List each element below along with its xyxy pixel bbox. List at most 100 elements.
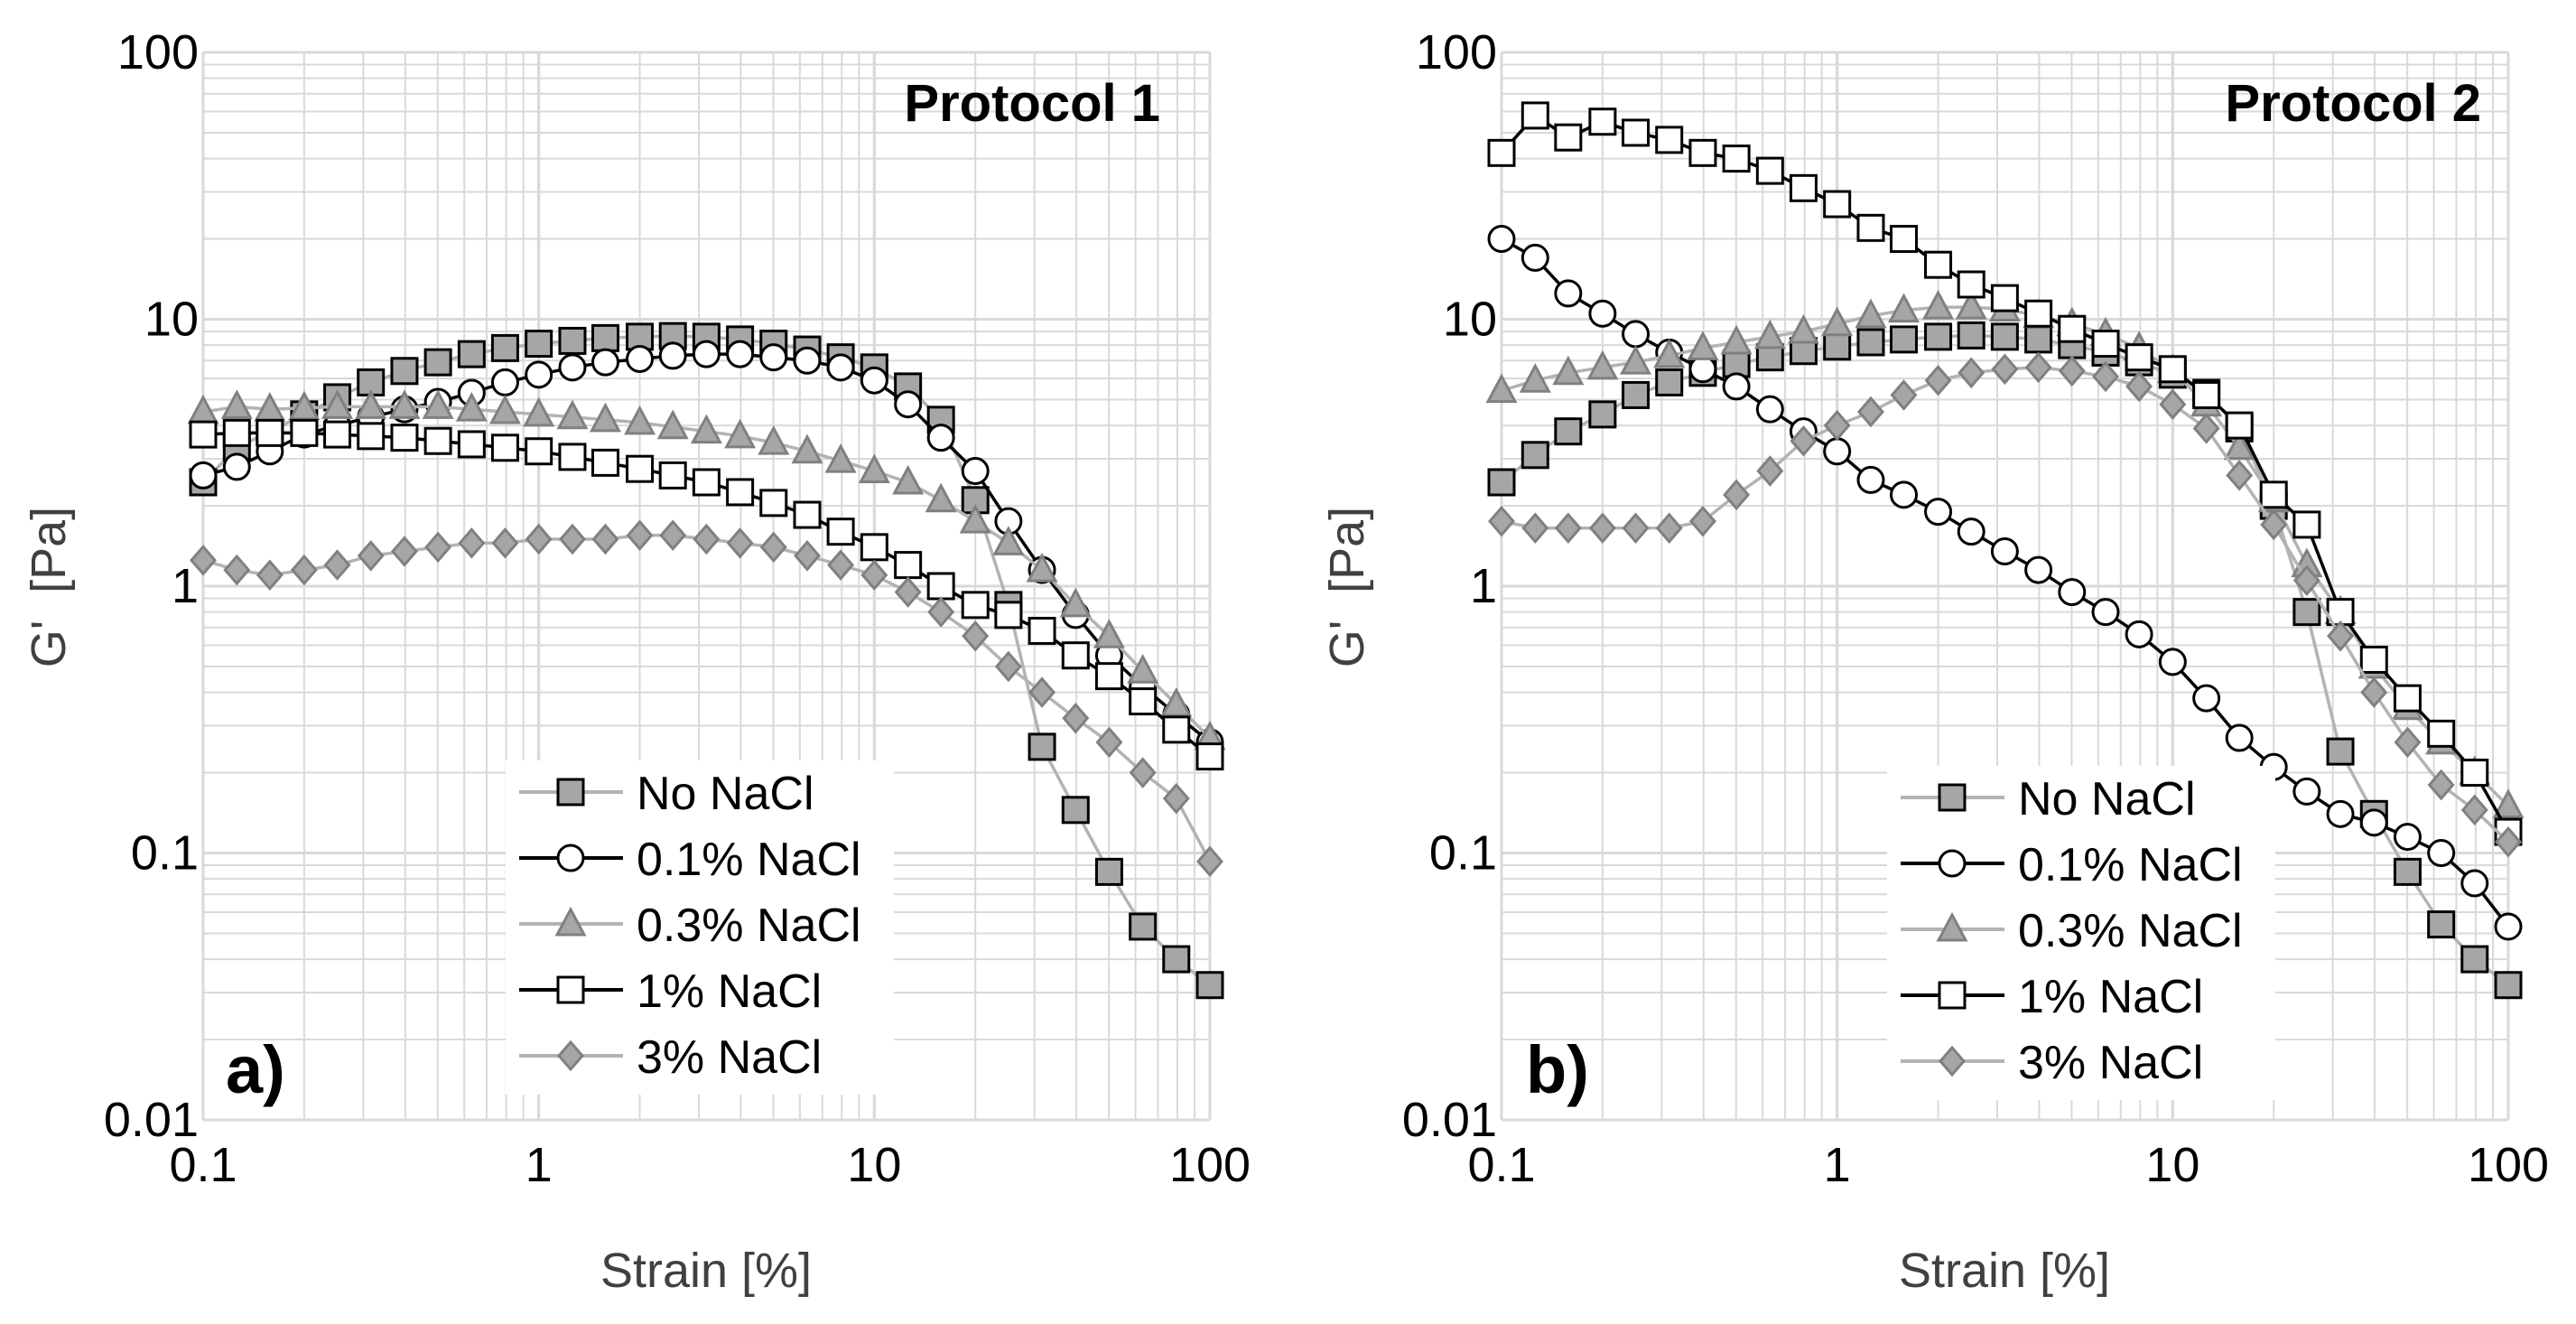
panel-a-data-point	[220, 389, 253, 419]
panel-a-data-point	[1095, 726, 1123, 759]
panel-b-data-point	[1957, 270, 1985, 299]
panel-b-data-point	[1722, 372, 1751, 401]
panel-b-data-point	[2158, 355, 2187, 384]
panel-a-data-point	[591, 448, 620, 477]
panel-a-legend-marker	[554, 906, 587, 937]
panel-a-data-point	[1094, 662, 1123, 691]
panel-b-data-point	[2495, 825, 2522, 858]
panel-b-data-point	[1991, 353, 2019, 386]
panel-b-data-point	[1755, 156, 1784, 185]
panel-a-data-point	[323, 420, 352, 449]
panel-a-data-point	[457, 340, 486, 368]
panel-a-data-point	[726, 340, 755, 368]
panel-b-data-point	[2393, 684, 2422, 713]
panel-a-data-point	[222, 452, 251, 481]
panel-a-data-point	[726, 527, 754, 559]
panel-b-data-point	[2024, 351, 2052, 384]
panel-a-data-point	[994, 601, 1023, 629]
panel-b-data-point	[2427, 839, 2456, 867]
panel-a-data-point	[591, 323, 620, 352]
panel-a-data-point	[692, 468, 721, 497]
panel-b-data-point	[1588, 107, 1617, 136]
panel-b-data-point	[2223, 430, 2255, 461]
panel-b-legend: No NaCl 0.1% NaCl 0.3% NaCl 1% NaCl 3% NaCl	[1887, 766, 2275, 1100]
panel-a-data-point	[1094, 857, 1123, 886]
panel-b-data-point	[2024, 555, 2053, 584]
panel-a-legend-item: No NaCl	[519, 768, 814, 820]
panel-b-data-point	[2125, 343, 2153, 372]
panel-a-legend-item: 0.1% NaCl	[519, 834, 861, 886]
panel-b-data-point	[1753, 319, 1786, 350]
panel-a-legend-marker	[556, 975, 585, 1004]
panel-a-data-point	[290, 554, 318, 586]
panel-a-legend-label: 1% NaCl	[637, 965, 822, 1018]
panel-a-data-point	[693, 523, 721, 555]
panel-b-title: Protocol 2	[2225, 74, 2481, 133]
panel-b-data-point	[1488, 505, 1515, 537]
panel-b-y-tick-label: 0.01	[1402, 1093, 1497, 1147]
panel-a-data-point	[357, 422, 386, 451]
panel-a-data-point	[189, 461, 218, 490]
panel-b-data-point	[2292, 564, 2320, 597]
panel-a-data-point	[488, 394, 521, 424]
panel-a-title: Protocol 1	[904, 74, 1160, 133]
panel-a-data-point	[290, 418, 319, 447]
panel-a-data-point	[793, 500, 822, 529]
panel-b-data-point	[1554, 123, 1583, 152]
panel-b-data-point	[2091, 598, 2120, 627]
panel-a-data-point	[1162, 945, 1191, 974]
panel-b-y-tick-label: 100	[1416, 25, 1497, 79]
panel-b-data-point	[2427, 769, 2455, 801]
panel-b-x-tick-label: 10	[2145, 1138, 2199, 1192]
panel-a-data-point	[1061, 641, 1090, 670]
panel-b-data-point	[1955, 289, 1987, 320]
panel-a-data-point	[860, 533, 888, 562]
panel-b-data-point	[2393, 857, 2422, 886]
panel-a-data-point	[490, 434, 519, 462]
panel-b-y-tick-label: 0.1	[1429, 826, 1497, 881]
panel-b-data-point	[2326, 737, 2355, 766]
panel-b-data-point	[1688, 355, 1717, 384]
panel-a-data-point	[959, 504, 991, 534]
panel-a-data-point	[1195, 971, 1224, 1000]
panel-b-data-point	[2359, 645, 2388, 674]
panel-a-x-tick-label: 1	[525, 1138, 553, 1192]
panel-a-data-point	[525, 437, 553, 466]
panel-b-data-point	[1958, 357, 1985, 389]
panel-a-y-axis-label: G' [Pa]	[22, 507, 76, 667]
panel-b-data-point	[1957, 517, 1985, 546]
panel-b-data-point	[1756, 455, 1784, 487]
panel-b-data-point	[2494, 912, 2523, 941]
panel-b-data-point	[2024, 325, 2053, 354]
panel-a-data-point	[256, 418, 284, 447]
panel-b-data-point	[1789, 173, 1818, 202]
panel-b-data-point	[1688, 505, 1716, 537]
panel-a-data-point	[626, 519, 654, 552]
panel-b-data-point	[2359, 808, 2388, 837]
panel-a-data-point	[1162, 782, 1190, 815]
panel-b-data-point	[1924, 322, 1953, 351]
panel-a-data-point	[390, 536, 418, 567]
panel-b-data-point	[2159, 388, 2187, 420]
panel-b-x-tick-label: 100	[2468, 1138, 2549, 1192]
panel-b-data-point	[1823, 409, 1851, 442]
panel-a-data-point	[558, 353, 587, 382]
panel-a-data-point	[491, 527, 519, 559]
panel-b-data-point	[1856, 396, 1884, 428]
panel-a-data-point	[824, 443, 857, 473]
panel-a-series-3	[189, 418, 1224, 771]
panel-b-data-point	[1790, 424, 1818, 457]
panel-a-data-point	[1028, 676, 1056, 708]
panel-b-data-point	[1622, 118, 1651, 147]
panel-a-data-point	[794, 540, 821, 572]
panel-a-data-point	[827, 549, 855, 581]
panel-b-data-point	[1485, 373, 1518, 404]
panel-a-data-point	[355, 389, 387, 419]
panel-b-legend-item: 0.1% NaCl	[1901, 839, 2243, 891]
panel-b-data-point	[2360, 676, 2388, 708]
panel-a-data-point	[1127, 654, 1159, 684]
panel-b-y-axis-label: G' [Pa]	[1320, 507, 1374, 667]
panel-b-legend-item: 0.3% NaCl	[1901, 905, 2243, 957]
panel-a-data-point	[256, 559, 284, 592]
